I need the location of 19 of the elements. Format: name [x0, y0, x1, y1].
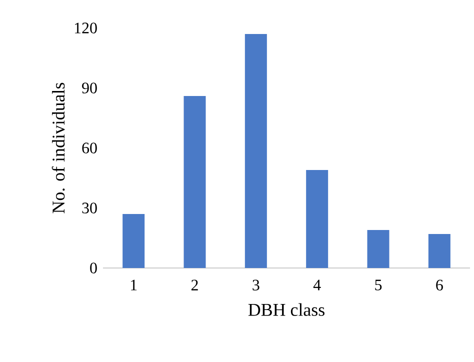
y-tick-label: 0 — [90, 262, 97, 274]
bar — [184, 96, 206, 268]
x-tick-label: 4 — [313, 280, 321, 290]
bar — [428, 234, 450, 268]
y-tick-label: 120 — [74, 22, 97, 34]
y-axis-title: No. of individuals — [52, 82, 65, 214]
x-tick-label: 1 — [131, 280, 137, 290]
x-tick-label: 5 — [375, 280, 382, 290]
y-tick-label: 90 — [82, 82, 97, 94]
y-tick-label: 60 — [82, 142, 97, 154]
bar — [306, 170, 328, 268]
y-tick-label: 30 — [82, 202, 97, 214]
x-tick-label: 6 — [436, 280, 443, 290]
bar — [122, 214, 145, 268]
x-axis-title: DBH class — [248, 303, 324, 316]
bar — [367, 230, 390, 268]
bar — [244, 34, 267, 268]
x-tick-label: 3 — [252, 280, 260, 290]
x-tick-label: 2 — [191, 280, 198, 290]
